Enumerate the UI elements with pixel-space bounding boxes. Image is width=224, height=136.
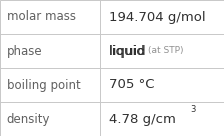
Text: liquid: liquid: [109, 44, 154, 58]
Text: 3: 3: [190, 105, 196, 114]
Text: (at STP): (at STP): [148, 47, 183, 55]
Text: 194.704 g/mol: 194.704 g/mol: [109, 10, 205, 24]
Text: molar mass: molar mass: [7, 10, 76, 24]
Text: 705 °C: 705 °C: [109, 78, 154, 92]
Text: 4.78 g/cm: 4.78 g/cm: [109, 112, 176, 126]
Text: boiling point: boiling point: [7, 78, 80, 92]
Text: density: density: [7, 112, 50, 126]
Text: phase: phase: [7, 44, 42, 58]
Text: liquid: liquid: [109, 44, 145, 58]
